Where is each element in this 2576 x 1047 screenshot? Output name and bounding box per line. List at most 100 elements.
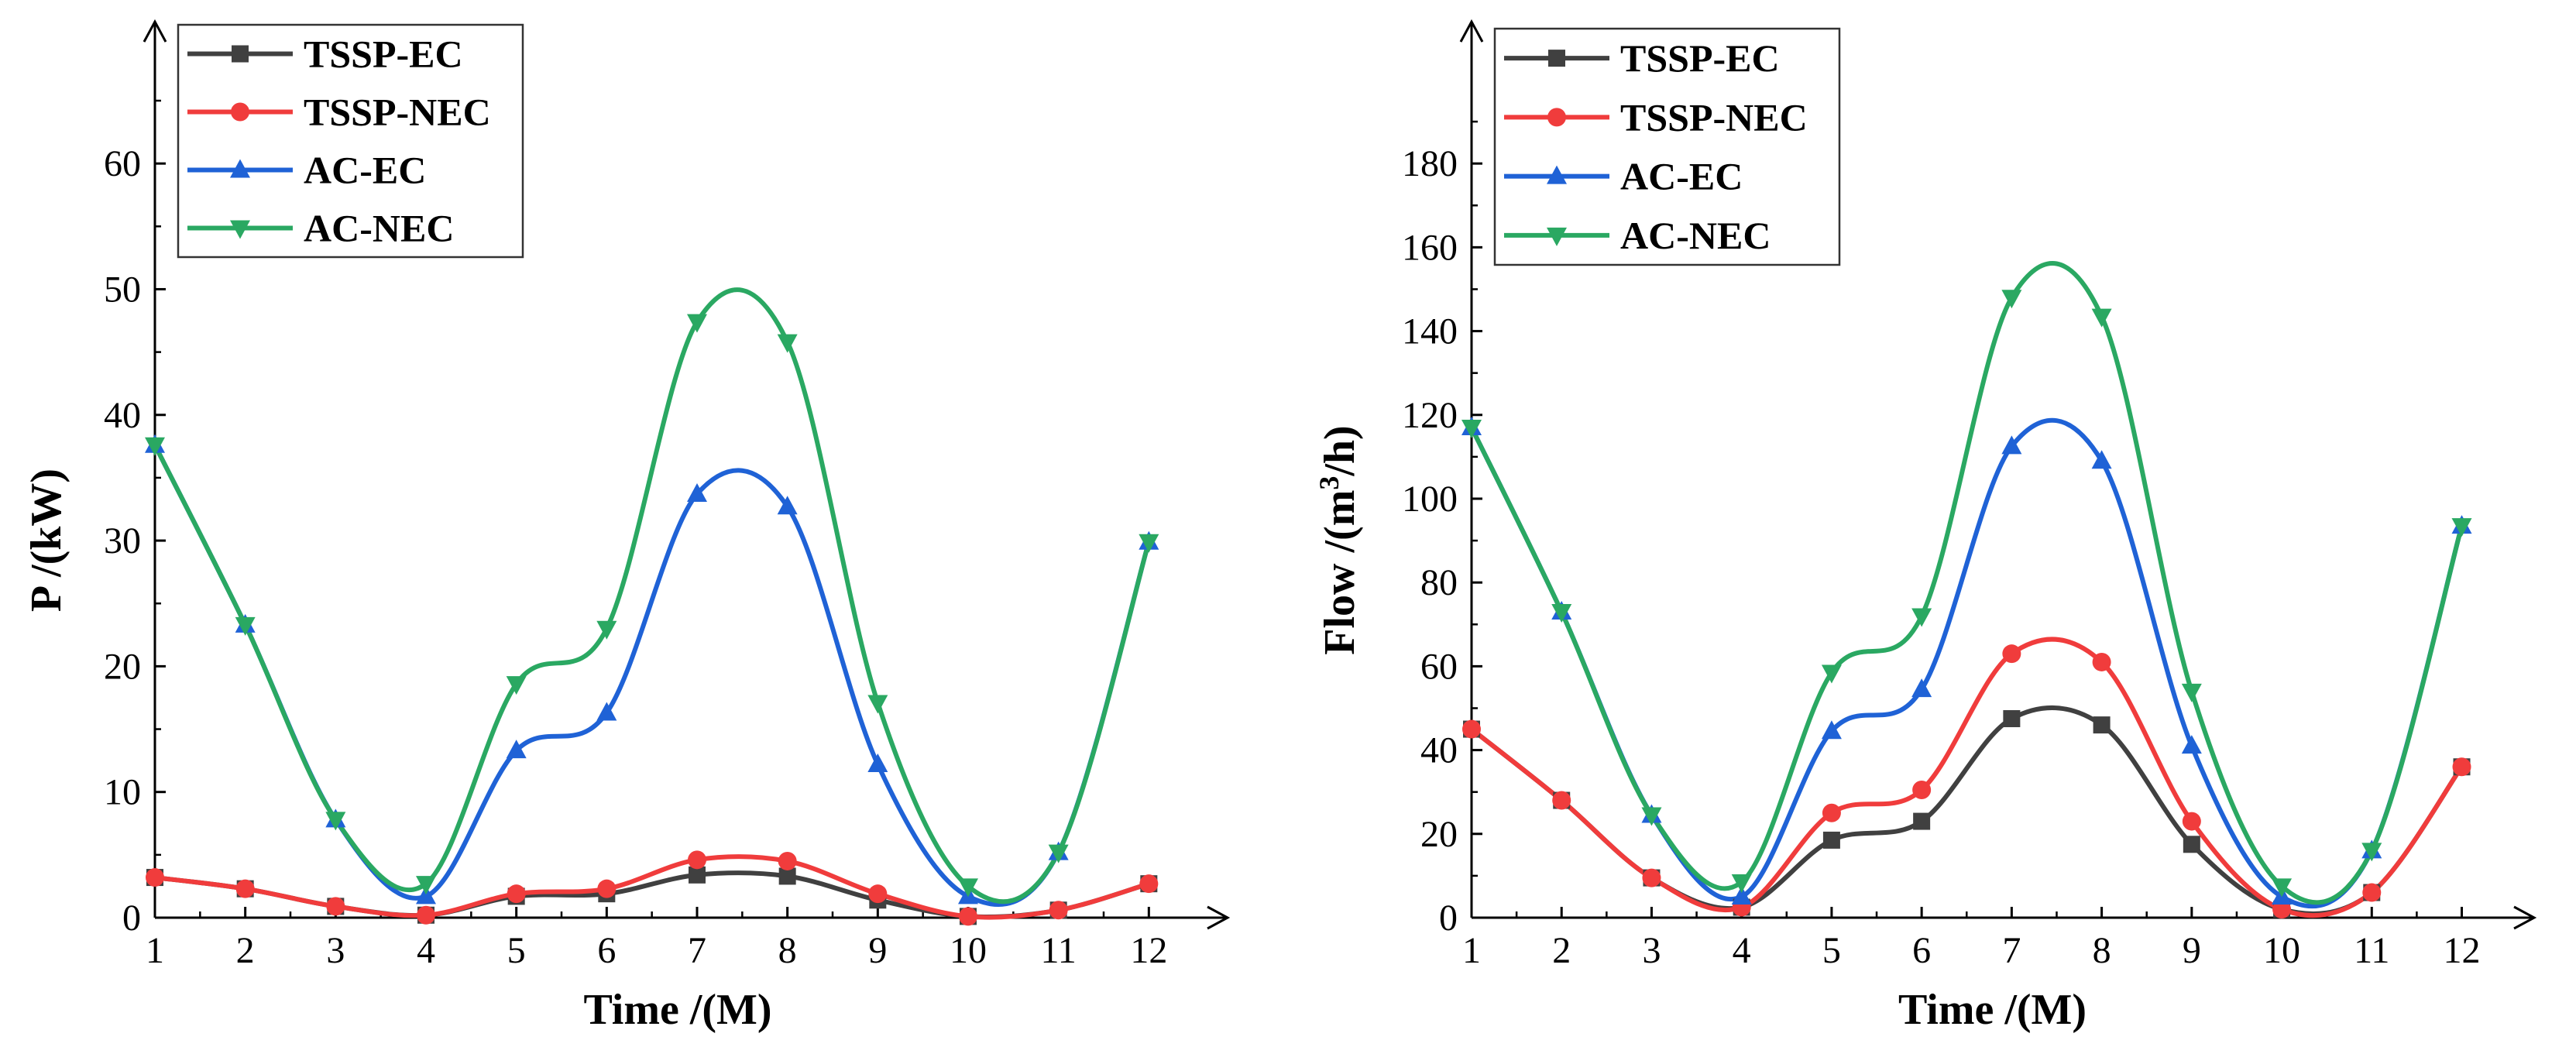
y-tick-label: 120	[1402, 395, 1458, 436]
data-point-4	[1551, 604, 1572, 623]
legend-label: TSSP-EC	[1620, 36, 1780, 80]
data-point-3	[416, 885, 436, 905]
legend-label: AC-EC	[1620, 155, 1743, 198]
data-point-2	[868, 884, 888, 904]
x-tick-label: 5	[507, 930, 526, 971]
data-point-2	[1912, 780, 1932, 799]
data-point-2	[326, 897, 345, 916]
series-line-1	[153, 870, 1152, 920]
data-point-3	[506, 740, 527, 759]
data-point-4	[687, 314, 707, 333]
data-point-1	[1822, 831, 1840, 849]
x-axis-arrow	[2513, 905, 2537, 930]
x-tick-label: 7	[2002, 930, 2021, 971]
x-tick-label: 6	[597, 930, 616, 971]
data-point-2	[2452, 757, 2471, 777]
chart-2: 1 2 3 4 5 6 7 8 9 10 11 12020406080100120140160180T…	[1314, 19, 2537, 1034]
x-tick-label: 5	[1822, 930, 1841, 971]
series-line-2	[153, 854, 1152, 920]
x-axis-title: Time /(M)	[1898, 986, 2087, 1034]
series-line-4	[153, 287, 1152, 905]
y-tick-label: 100	[1402, 479, 1458, 520]
y-tick-label: 60	[104, 143, 141, 184]
legend-label: AC-NEC	[304, 207, 454, 250]
x-axis-arrow	[1207, 905, 1231, 930]
x-tick-label: 9	[2183, 930, 2201, 971]
y-tick-label: 0	[122, 898, 141, 939]
y-tick-label: 10	[104, 772, 141, 813]
legend-label: AC-EC	[304, 149, 426, 192]
legend-swatch-marker	[1548, 50, 1565, 67]
legend-swatch-marker	[232, 45, 249, 63]
data-point-2	[2362, 883, 2382, 902]
data-point-2	[1139, 874, 1159, 894]
y-tick-label: 180	[1402, 143, 1458, 184]
y-tick-label: 40	[104, 395, 141, 436]
legend-swatch-marker	[1547, 108, 1566, 127]
x-tick-label: 1	[146, 930, 164, 971]
data-point-3	[777, 496, 798, 515]
x-tick-label: 2	[1552, 930, 1571, 971]
data-point-3	[1821, 720, 1842, 740]
data-point-2	[2092, 652, 2111, 671]
x-tick-label: 10	[950, 930, 987, 971]
data-point-4	[1731, 874, 1752, 894]
data-point-3	[1731, 885, 1752, 905]
data-point-4	[2091, 308, 2112, 328]
legend-swatch-marker	[1547, 227, 1567, 246]
data-point-1	[2093, 716, 2111, 734]
x-tick-label: 7	[688, 930, 706, 971]
data-point-4	[867, 695, 888, 714]
data-point-3	[867, 753, 888, 772]
data-point-4	[1911, 608, 1932, 627]
data-point-4	[2361, 843, 2382, 862]
x-tick-label: 11	[2354, 930, 2389, 971]
data-point-4	[325, 812, 346, 831]
series-line-3	[153, 442, 1152, 907]
series-line-2	[1469, 637, 2464, 918]
data-point-4	[1139, 534, 1159, 553]
data-point-4	[1461, 420, 1482, 438]
data-point-2	[959, 907, 977, 926]
data-point-1	[2183, 836, 2200, 853]
y-axis-title: Flow /(m3/h)	[1314, 425, 1364, 654]
x-tick-label: 6	[1912, 930, 1931, 971]
y-tick-label: 40	[1420, 730, 1458, 771]
x-tick-label: 4	[417, 930, 435, 971]
series-line-4	[1469, 261, 2464, 905]
x-tick-label: 3	[326, 930, 345, 971]
y-axis-title: P /(kW)	[22, 469, 70, 612]
data-point-3	[596, 702, 617, 721]
x-tick-label: 12	[1130, 930, 1167, 971]
legend-label: AC-NEC	[1620, 214, 1771, 257]
data-point-2	[507, 884, 526, 904]
data-point-3	[2091, 450, 2112, 469]
data-point-4	[2181, 683, 2202, 702]
x-axis-title: Time /(M)	[583, 986, 771, 1034]
y-tick-label: 20	[104, 646, 141, 687]
data-point-2	[1822, 803, 1841, 822]
y-axis-arrow	[1459, 19, 1484, 43]
y-axis-title-sup: 3	[1314, 476, 1345, 490]
legend-swatch-marker	[230, 220, 250, 239]
data-point-1	[778, 867, 796, 885]
data-point-2	[597, 879, 617, 898]
data-point-2	[688, 850, 706, 870]
data-point-3	[1911, 678, 1932, 698]
data-point-2	[2002, 644, 2021, 664]
data-point-4	[506, 676, 527, 695]
data-point-1	[2003, 710, 2021, 728]
y-tick-label: 160	[1402, 227, 1458, 268]
y-tick-label: 20	[1420, 814, 1458, 855]
data-point-2	[1049, 901, 1068, 920]
data-point-4	[1821, 664, 1842, 684]
data-point-3	[687, 483, 707, 503]
data-point-4	[2272, 878, 2293, 898]
data-point-2	[2182, 812, 2201, 831]
x-tick-label: 9	[868, 930, 887, 971]
y-axis-title-main: Flow /(m	[1316, 490, 1364, 655]
data-point-4	[596, 620, 617, 640]
y-axis-title-tail: /h)	[1316, 425, 1364, 476]
